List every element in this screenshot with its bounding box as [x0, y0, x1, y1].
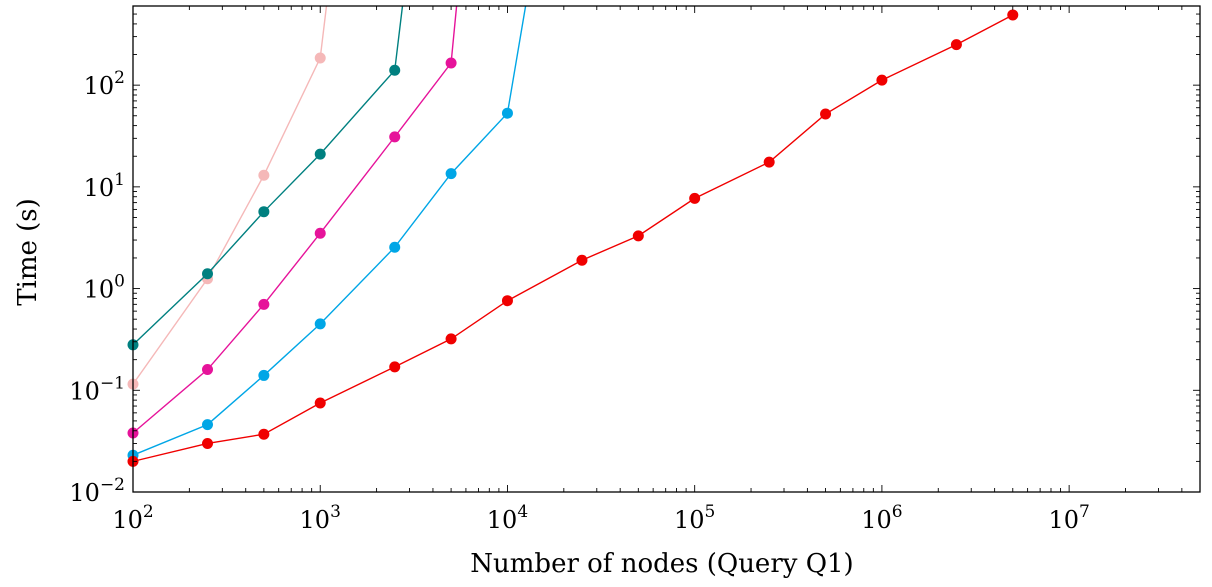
data-point	[950, 39, 962, 51]
series-line	[132, 5, 458, 434]
data-point	[314, 397, 326, 409]
x-tick-label: 107	[1048, 502, 1089, 534]
y-tick-label: 102	[84, 68, 125, 100]
y-tick-label: 10−2	[69, 475, 125, 507]
data-point	[501, 107, 513, 119]
series-4	[127, 5, 527, 461]
data-point	[820, 108, 832, 120]
data-point	[202, 364, 214, 376]
data-point	[314, 318, 326, 330]
series-line	[132, 5, 328, 385]
data-point	[632, 230, 644, 242]
data-point	[202, 437, 214, 449]
y-tick-label: 10−1	[69, 373, 125, 405]
data-point	[876, 74, 888, 86]
y-tick-label: 101	[84, 170, 125, 202]
x-axis-label: Number of nodes (Query Q1)	[470, 549, 853, 579]
series-layer	[127, 5, 1019, 467]
series-line	[132, 5, 527, 456]
data-point	[576, 254, 588, 266]
data-point	[501, 295, 513, 307]
data-point	[258, 298, 270, 310]
data-point	[445, 57, 457, 69]
x-tick-label: 102	[112, 502, 153, 534]
y-tick-label: 100	[84, 272, 125, 304]
data-point	[258, 206, 270, 218]
data-point	[258, 369, 270, 381]
data-point	[1007, 9, 1019, 21]
data-point	[202, 268, 214, 280]
x-tick-label: 104	[487, 502, 528, 534]
data-point	[389, 131, 401, 143]
axis-ticks: 102 103 104 105 106 107 10−2 10−1 100 101 102	[69, 5, 1201, 534]
series-3	[127, 5, 458, 439]
data-point	[202, 419, 214, 431]
series-5	[127, 9, 1019, 467]
data-point	[689, 192, 701, 204]
y-axis-label: Time (s)	[13, 198, 43, 306]
x-tick-label: 103	[300, 502, 341, 534]
series-1	[127, 5, 328, 390]
plot-frame	[132, 5, 1201, 493]
data-point	[389, 241, 401, 253]
data-point	[445, 333, 457, 345]
data-point	[258, 428, 270, 440]
x-tick-label: 106	[861, 502, 902, 534]
data-point	[258, 169, 270, 181]
data-point	[314, 227, 326, 239]
data-point	[389, 361, 401, 373]
data-point	[389, 64, 401, 76]
data-point	[314, 52, 326, 64]
data-point	[763, 156, 775, 168]
data-point	[314, 148, 326, 160]
x-tick-label: 105	[674, 502, 715, 534]
series-line	[132, 5, 404, 346]
data-point	[445, 168, 457, 180]
